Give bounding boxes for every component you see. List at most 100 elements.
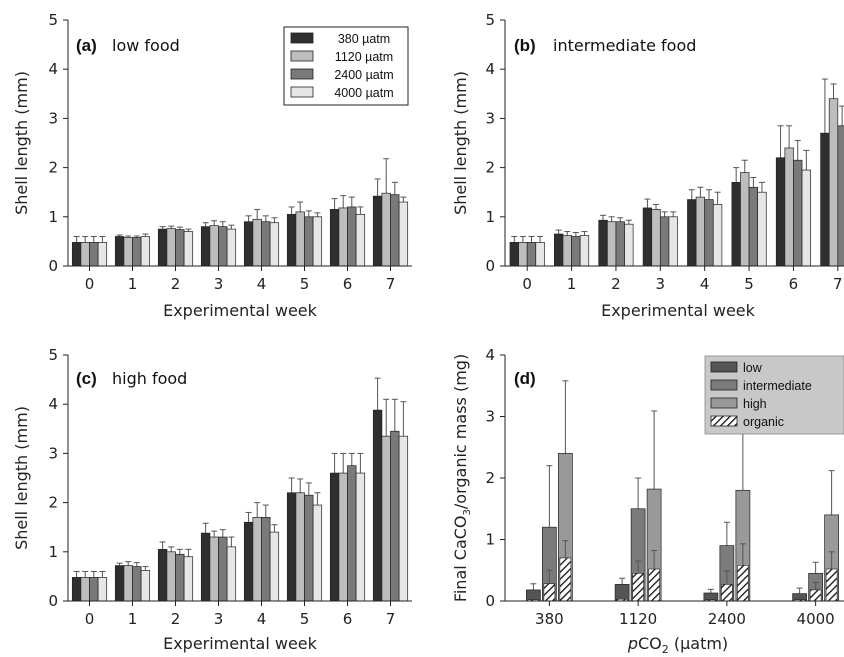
x-ticks-d: 380 1120 2400 4000 bbox=[535, 601, 835, 628]
x-axis-label-b: Experimental week bbox=[601, 301, 756, 320]
bar-a-week2-s0 bbox=[157, 228, 168, 267]
bar-b-week3-s1 bbox=[651, 209, 661, 267]
x-axis-label-d: pCO2 (µatm) bbox=[627, 634, 728, 656]
bar-b-week5-s1 bbox=[740, 172, 750, 267]
panel-title-b: intermediate food bbox=[553, 36, 696, 55]
bar-b-week3-s2 bbox=[659, 216, 670, 267]
y-tick-label: 0 bbox=[485, 592, 495, 610]
y-tick-label: 1 bbox=[48, 208, 58, 226]
bar-a-week3-s0 bbox=[200, 226, 211, 267]
y-tick-label: 3 bbox=[48, 444, 58, 462]
legend-label-low: low bbox=[743, 361, 763, 375]
bar-a-week6-s3 bbox=[355, 213, 366, 267]
x-axis-label-c: Experimental week bbox=[163, 634, 318, 653]
bar-a-week0-s1 bbox=[80, 242, 90, 267]
x-label-d-prefix: p bbox=[627, 634, 638, 653]
x-tick-label: 5 bbox=[300, 610, 310, 628]
bar-c-week5-s3 bbox=[312, 504, 323, 602]
legend-label-4000: 4000 µatm bbox=[334, 86, 393, 100]
bar-d-2400-high-organic bbox=[737, 565, 749, 602]
y-axis-label-d: Final CaCO3/organic mass (mg) bbox=[451, 354, 473, 602]
y-label-d-post: /organic mass (mg) bbox=[451, 354, 470, 509]
bar-d-4000-high-organic bbox=[825, 568, 838, 602]
y-tick-label: 4 bbox=[485, 60, 495, 78]
legend-d: low intermediate high organic bbox=[704, 355, 844, 435]
panel-label-c: (c) bbox=[76, 369, 97, 388]
bar-a-week0-s0 bbox=[71, 242, 82, 267]
y-tick-label: 3 bbox=[485, 109, 495, 127]
bar-b-week7-s1 bbox=[828, 98, 839, 267]
bar-c-week3-s3 bbox=[226, 546, 237, 602]
legend-swatch-4000 bbox=[290, 86, 314, 98]
x-tick-label: 0 bbox=[85, 275, 95, 293]
x-tick-label: 3 bbox=[656, 275, 666, 293]
bar-c-week6-s1 bbox=[338, 472, 348, 602]
bar-a-week5-s0 bbox=[286, 213, 297, 267]
x-tick-label: 2 bbox=[611, 275, 621, 293]
y-ticks-b: 0 1 2 3 4 5 bbox=[485, 11, 505, 275]
y-tick-label: 5 bbox=[48, 11, 58, 29]
y-tick-label: 0 bbox=[485, 257, 495, 275]
bar-c-week5-s1 bbox=[295, 492, 305, 602]
y-ticks-d: 0 1 2 3 4 bbox=[485, 346, 505, 610]
bar-b-week1-s2 bbox=[571, 236, 581, 267]
y-tick-label: 4 bbox=[48, 60, 58, 78]
y-tick-label: 4 bbox=[485, 346, 495, 364]
legend-swatch-low bbox=[710, 361, 738, 373]
legend-label-1120: 1120 µatm bbox=[335, 50, 393, 64]
panel-title-a: low food bbox=[112, 36, 180, 55]
bar-a-week2-s1 bbox=[166, 228, 176, 267]
legend-a: 380 µatm 1120 µatm 2400 µatm 4000 µatm bbox=[283, 26, 409, 106]
bar-a-week1-s1 bbox=[123, 237, 133, 267]
bar-a-week5-s2 bbox=[304, 216, 314, 267]
bar-b-week6-s2 bbox=[793, 159, 803, 267]
bar-c-week0-s1 bbox=[80, 577, 90, 602]
y-axis-label-b: Shell length (mm) bbox=[451, 71, 470, 215]
bar-a-week4-s2 bbox=[261, 221, 271, 267]
y-ticks-c: 0 1 2 3 4 5 bbox=[48, 346, 68, 610]
x-ticks-a: 0 1 2 3 4 5 6 7 bbox=[85, 266, 396, 293]
bar-a-week4-s0 bbox=[243, 221, 254, 267]
bar-b-week4-s1 bbox=[695, 196, 706, 267]
bar-d-2400-intermediate-organic bbox=[721, 584, 733, 602]
x-tick-label: 1 bbox=[567, 275, 577, 293]
y-tick-label: 1 bbox=[485, 208, 495, 226]
bars-c bbox=[71, 377, 409, 602]
bar-c-week6-s0 bbox=[329, 472, 340, 602]
panel-label-b: (b) bbox=[514, 36, 536, 55]
bar-b-week2-s1 bbox=[606, 221, 617, 267]
bar-a-week7-s0 bbox=[372, 195, 383, 267]
y-tick-label: 2 bbox=[48, 494, 58, 512]
x-label-d-unit: (µatm) bbox=[669, 634, 728, 653]
panel-label-d: (d) bbox=[514, 369, 536, 388]
x-tick-label: 7 bbox=[386, 275, 396, 293]
bar-c-week1-s2 bbox=[132, 566, 142, 602]
legend-swatch-organic bbox=[710, 415, 738, 427]
panel-label-a: (a) bbox=[76, 36, 97, 55]
bar-c-week1-s0 bbox=[114, 565, 125, 602]
x-tick-label: 1120 bbox=[619, 610, 657, 628]
bar-a-week4-s3 bbox=[269, 222, 280, 267]
y-tick-label: 2 bbox=[485, 159, 495, 177]
bar-c-week4-s2 bbox=[261, 517, 271, 602]
x-ticks-b: 0 1 2 3 4 5 6 7 bbox=[522, 266, 843, 293]
x-tick-label: 5 bbox=[744, 275, 754, 293]
legend-swatch-intermediate bbox=[710, 379, 738, 391]
bar-c-week0-s2 bbox=[89, 577, 99, 602]
bar-b-week5-s0 bbox=[731, 182, 741, 267]
bars-d bbox=[526, 380, 839, 602]
bar-b-week4-s3 bbox=[712, 204, 723, 267]
y-tick-label: 4 bbox=[48, 395, 58, 413]
bar-c-week7-s0 bbox=[372, 409, 383, 602]
bar-b-week1-s3 bbox=[579, 235, 590, 267]
y-tick-label: 1 bbox=[48, 543, 58, 561]
legend-swatch-high bbox=[710, 397, 738, 409]
bar-a-week2-s3 bbox=[183, 231, 194, 267]
bar-b-week6-s1 bbox=[784, 147, 794, 267]
bar-b-week6-s0 bbox=[775, 157, 786, 267]
bar-c-week3-s2 bbox=[218, 536, 228, 602]
bar-a-week5-s1 bbox=[295, 211, 305, 267]
x-tick-label: 6 bbox=[789, 275, 799, 293]
x-tick-label: 4 bbox=[700, 275, 710, 293]
bar-a-week3-s1 bbox=[209, 225, 219, 267]
